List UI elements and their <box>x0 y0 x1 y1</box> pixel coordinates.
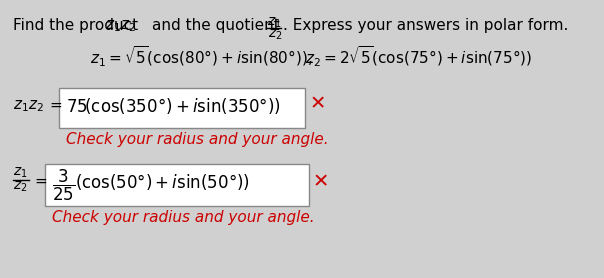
Text: =: = <box>34 174 47 189</box>
Text: $z_1$: $z_1$ <box>267 16 281 30</box>
Text: ✕: ✕ <box>313 173 329 192</box>
Text: $\dfrac{3}{25}$: $\dfrac{3}{25}$ <box>52 168 76 203</box>
Text: =: = <box>50 98 62 113</box>
FancyBboxPatch shape <box>45 164 309 206</box>
Text: $z_1$: $z_1$ <box>13 166 27 180</box>
Text: $z_2 = 2\sqrt{5}(\cos(75°) + i\sin(75°))$: $z_2 = 2\sqrt{5}(\cos(75°) + i\sin(75°))… <box>306 45 533 69</box>
Text: $z_1z_2$: $z_1z_2$ <box>13 98 43 114</box>
Text: $75\!\left(\cos(350°)+i\sin(350°)\right)$: $75\!\left(\cos(350°)+i\sin(350°)\right)… <box>66 96 280 116</box>
Text: Check your radius and your angle.: Check your radius and your angle. <box>66 132 328 147</box>
Text: $z_2$: $z_2$ <box>268 28 282 43</box>
Text: ✕: ✕ <box>310 95 326 113</box>
Text: $z_2$: $z_2$ <box>13 180 28 194</box>
Text: Find the product: Find the product <box>13 18 143 33</box>
Text: $\!\left(\cos(50°)+i\sin(50°)\right)$: $\!\left(\cos(50°)+i\sin(50°)\right)$ <box>76 172 250 192</box>
Text: . Express your answers in polar form.: . Express your answers in polar form. <box>283 18 568 33</box>
FancyBboxPatch shape <box>59 88 306 128</box>
Text: Check your radius and your angle.: Check your radius and your angle. <box>52 210 315 225</box>
Text: $z_1z_2$: $z_1z_2$ <box>105 18 136 34</box>
Text: $z_1 = \sqrt{5}(\cos(80°) + i\sin(80°)),$: $z_1 = \sqrt{5}(\cos(80°) + i\sin(80°)),… <box>90 45 312 69</box>
Text: and the quotient: and the quotient <box>152 18 280 33</box>
